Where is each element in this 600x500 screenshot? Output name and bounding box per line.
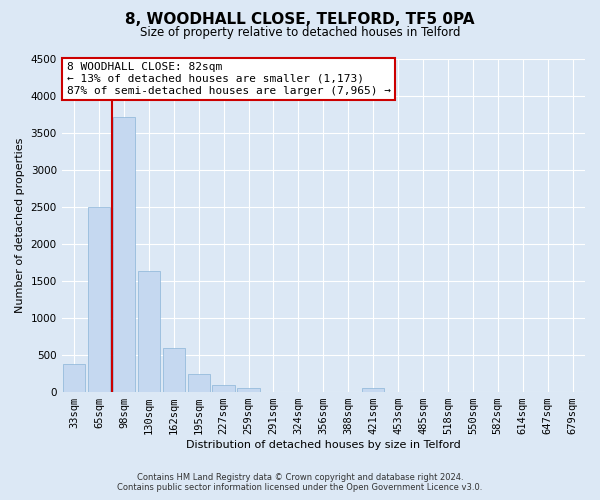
Bar	[137, 270, 160, 392]
Bar	[362, 388, 385, 392]
Text: Size of property relative to detached houses in Telford: Size of property relative to detached ho…	[140, 26, 460, 39]
Bar	[88, 207, 110, 392]
Bar	[238, 388, 260, 392]
Bar	[113, 116, 135, 392]
Text: Contains HM Land Registry data © Crown copyright and database right 2024.
Contai: Contains HM Land Registry data © Crown c…	[118, 473, 482, 492]
Bar	[63, 364, 85, 392]
Bar	[212, 384, 235, 392]
Bar	[163, 348, 185, 392]
Y-axis label: Number of detached properties: Number of detached properties	[15, 138, 25, 313]
Text: 8, WOODHALL CLOSE, TELFORD, TF5 0PA: 8, WOODHALL CLOSE, TELFORD, TF5 0PA	[125, 12, 475, 28]
Text: 8 WOODHALL CLOSE: 82sqm
← 13% of detached houses are smaller (1,173)
87% of semi: 8 WOODHALL CLOSE: 82sqm ← 13% of detache…	[67, 62, 391, 96]
X-axis label: Distribution of detached houses by size in Telford: Distribution of detached houses by size …	[186, 440, 461, 450]
Bar	[188, 374, 210, 392]
